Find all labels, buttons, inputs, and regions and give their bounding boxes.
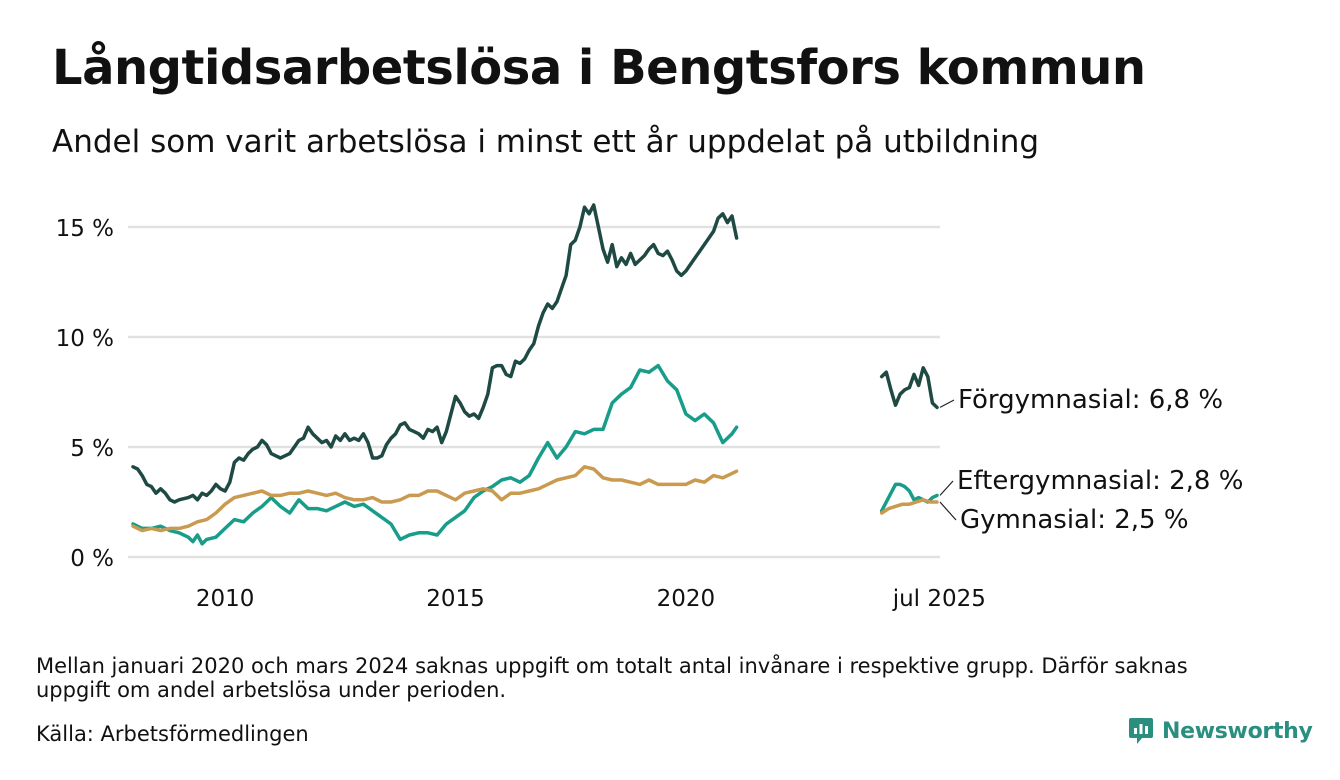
chart-subtitle: Andel som varit arbetslösa i minst ett å… — [52, 124, 1040, 160]
series-line — [131, 203, 739, 504]
series-end-label: Eftergymnasial: 2,8 % — [957, 466, 1243, 496]
label-leader — [939, 480, 954, 496]
series-end-labels: Förgymnasial: 6,8 % Eftergymnasial: 2,8 %… — [939, 385, 1243, 535]
y-tick-label: 10 % — [56, 326, 114, 352]
series-line — [879, 366, 939, 410]
brand-name: Newsworthy — [1162, 718, 1313, 744]
line-chart: 0 % 5 % 10 % 15 % 2010 2015 2020 jul 2025 Förg… — [56, 203, 1243, 612]
label-leader — [939, 399, 955, 408]
y-tick-label: 0 % — [70, 546, 114, 572]
x-tick-label: 2010 — [196, 586, 255, 612]
chart-title: Långtidsarbetslösa i Bengtsfors kommun — [52, 40, 1146, 96]
series-lines — [131, 203, 939, 546]
y-tick-label: 15 % — [56, 216, 114, 242]
label-leader — [939, 501, 957, 521]
newsworthy-logo-icon — [1129, 718, 1153, 744]
series-line — [131, 363, 739, 546]
gridlines — [128, 225, 940, 559]
x-tick-label: 2020 — [657, 586, 716, 612]
series-end-label: Förgymnasial: 6,8 % — [958, 385, 1223, 415]
source-note: Källa: Arbetsförmedlingen — [36, 722, 309, 746]
x-tick-label: 2015 — [426, 586, 485, 612]
y-axis: 0 % 5 % 10 % 15 % — [56, 216, 114, 572]
x-tick-label: jul 2025 — [892, 586, 986, 612]
series-line — [131, 465, 739, 533]
series-line — [879, 498, 939, 515]
brand-logo[interactable]: Newsworthy — [1128, 716, 1313, 746]
y-tick-label: 5 % — [70, 436, 114, 462]
x-axis: 2010 2015 2020 jul 2025 — [196, 586, 986, 612]
series-end-label: Gymnasial: 2,5 % — [960, 505, 1189, 535]
footnote: Mellan januari 2020 och mars 2024 saknas… — [36, 654, 1188, 702]
